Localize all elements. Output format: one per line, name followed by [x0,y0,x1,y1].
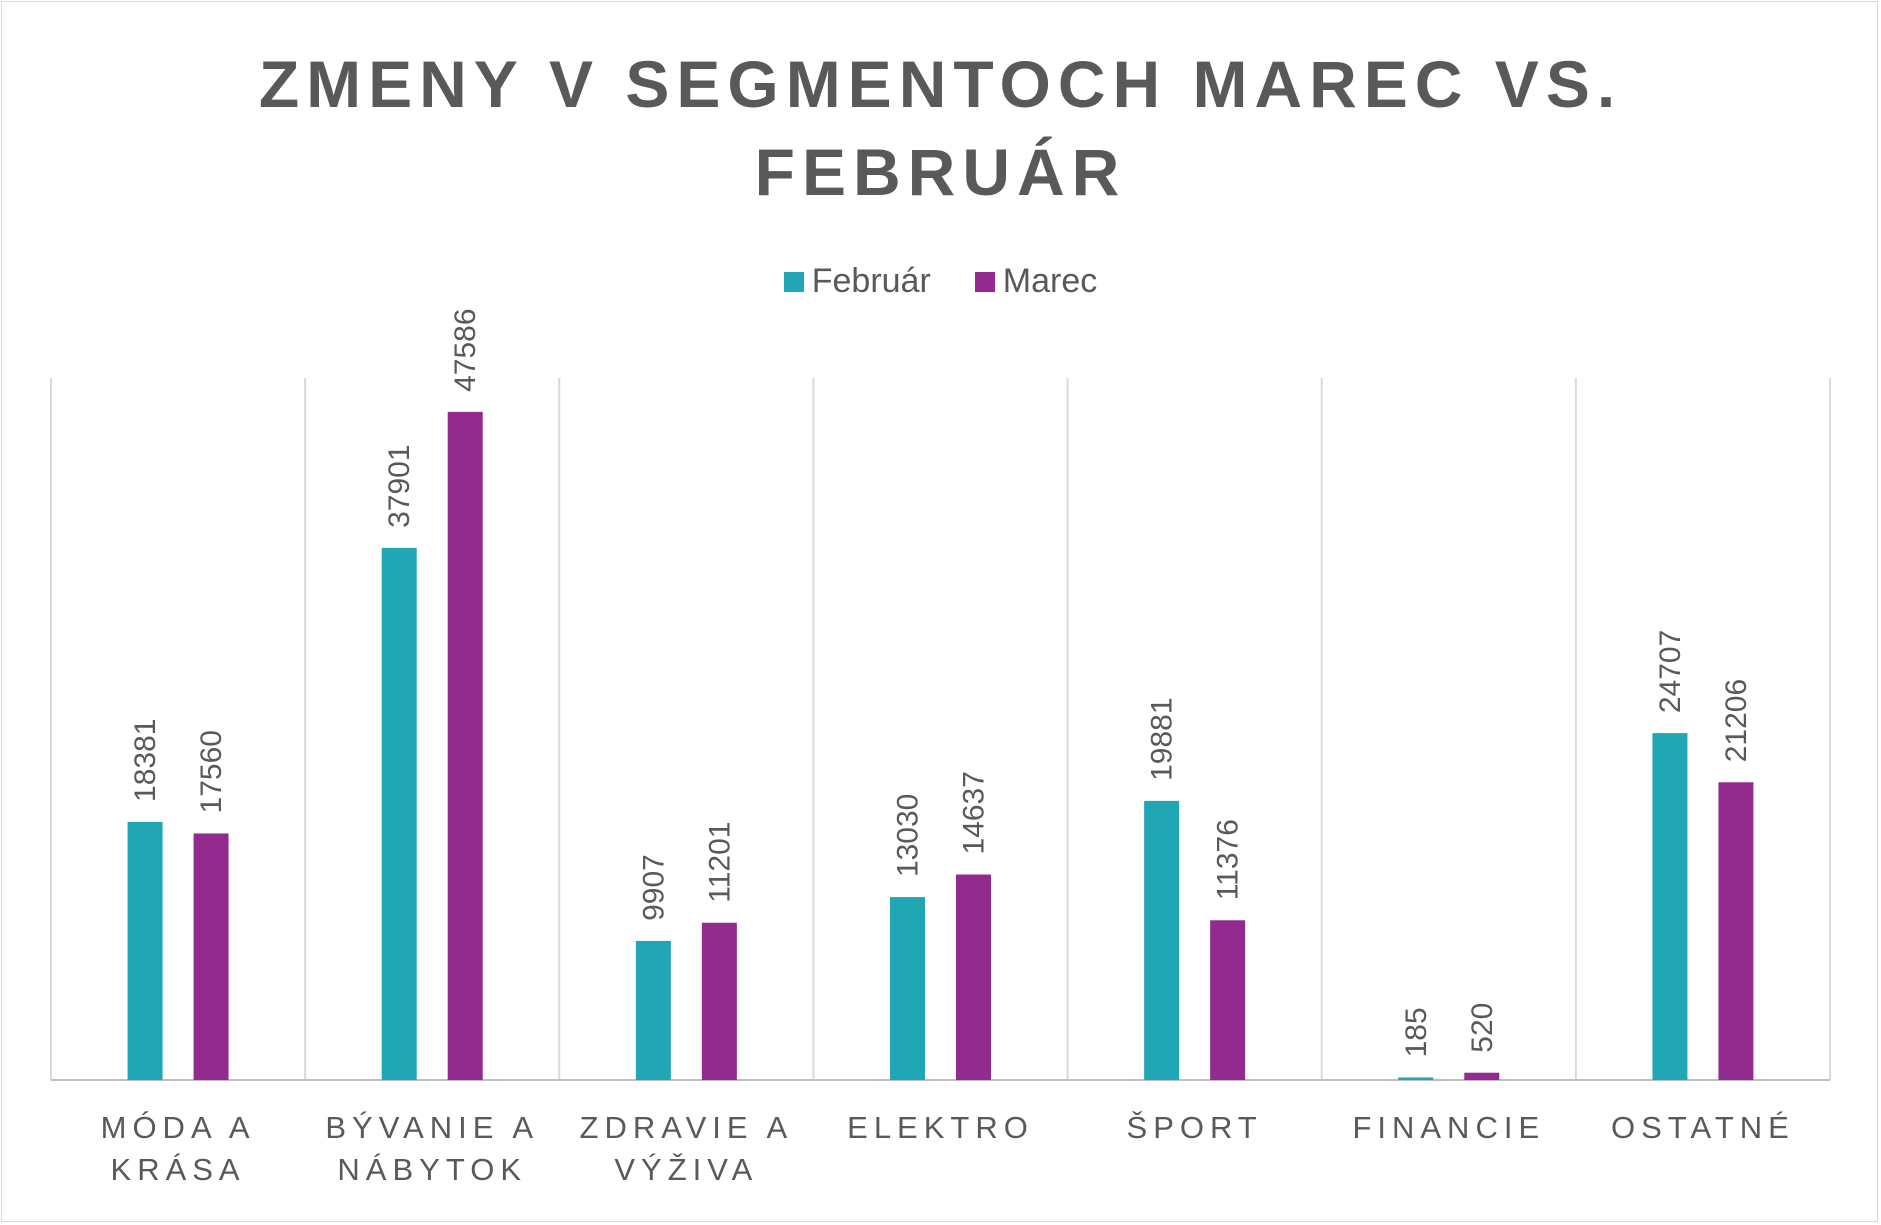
category-label: MÓDA A [101,1110,256,1145]
data-label-februar: 24707 [1654,630,1687,713]
legend-item-februar: Február [783,262,931,301]
bar-marec [701,922,737,1080]
bar-marec [1464,1072,1500,1080]
category-label: ELEKTRO [847,1110,1034,1145]
bar-februar [1398,1077,1434,1080]
data-label-februar: 13030 [892,794,925,877]
legend-label-marec: Marec [1002,262,1098,300]
data-label-februar: 18381 [129,718,162,801]
chart-title-line-2: FEBRUÁR [754,135,1127,209]
bar-februar [635,940,671,1080]
data-label-marec: 11376 [1212,819,1245,900]
data-label-marec: 11201 [703,822,736,903]
data-label-marec: 17560 [195,730,228,813]
category-label: OSTATNÉ [1611,1110,1795,1145]
data-label-marec: 47586 [449,308,482,391]
data-label-februar: 37901 [383,444,416,527]
data-label-marec: 21206 [1720,679,1753,762]
chart-title: ZMENY V SEGMENTOCH MAREC VS. FEBRUÁR [0,40,1881,216]
data-label-marec: 14637 [958,771,991,854]
data-label-februar: 9907 [637,854,670,921]
bar-februar [381,547,417,1080]
category-label: FINANCIE [1352,1110,1545,1145]
chart-title-line-1: ZMENY V SEGMENTOCH MAREC VS. [258,47,1623,121]
legend-label-februar: Február [811,262,931,300]
category-label: KRÁSA [111,1152,246,1187]
category-label: NÁBYTOK [337,1152,527,1187]
bar-marec [1718,782,1754,1080]
category-label: BÝVANIE A [325,1110,539,1145]
bar-februar [890,897,925,1080]
bar-marec [1210,920,1246,1080]
bar-marec [956,874,991,1080]
legend-swatch-marec [974,271,995,292]
legend-item-marec: Marec [974,262,1098,301]
legend-swatch-februar [783,271,804,292]
data-label-februar: 185 [1400,1007,1433,1057]
bar-februar [1652,733,1688,1080]
category-label: VÝŽIVA [614,1152,758,1187]
category-label: ŠPORT [1127,1110,1263,1145]
bar-marec [193,833,229,1080]
data-label-februar: 19881 [1146,697,1179,780]
chart-legend: Február Marec [0,262,1881,301]
bar-februar [1144,800,1180,1080]
category-label: ZDRAVIE A [580,1110,794,1145]
bar-marec [447,411,483,1080]
data-label-marec: 520 [1466,1003,1499,1053]
bar-februar [127,821,163,1080]
